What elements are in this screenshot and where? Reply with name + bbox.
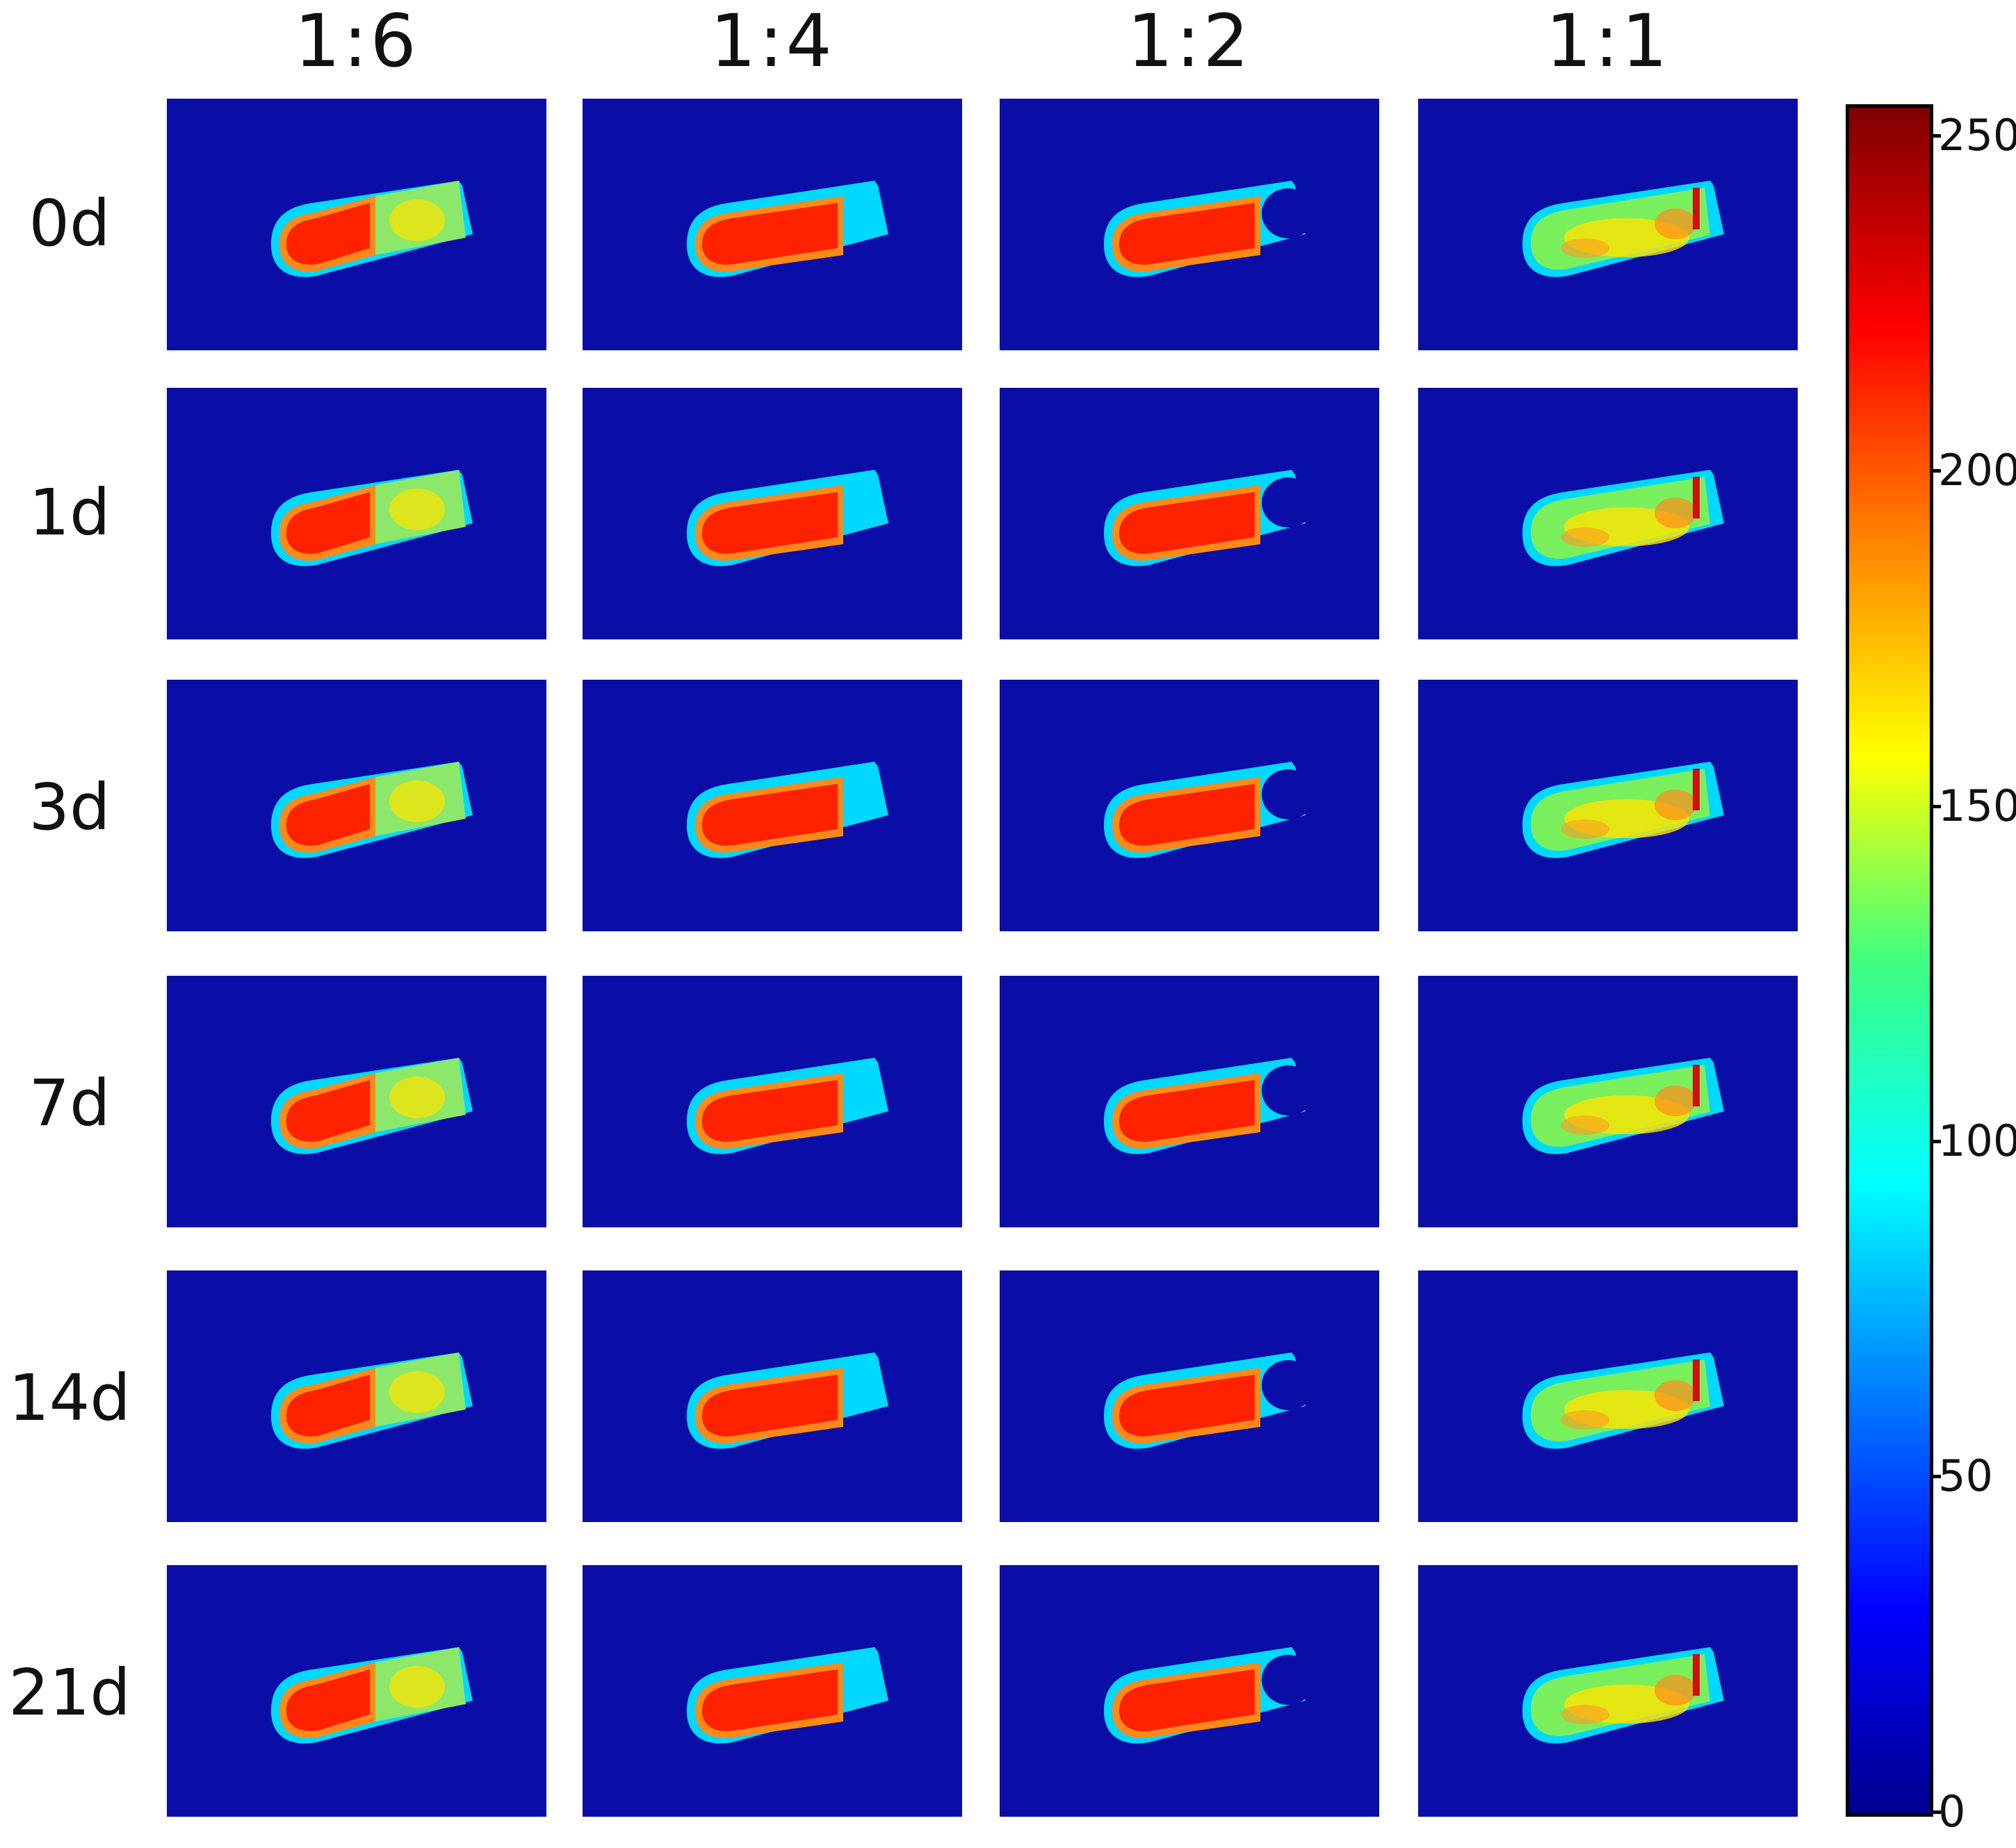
colorbar-tick	[1930, 134, 1941, 138]
image-panel	[167, 1565, 546, 1817]
image-panel	[1418, 1565, 1798, 1817]
capsule-heatmap-image	[167, 1565, 546, 1817]
column-label-1-6: 1:6	[294, 0, 419, 83]
capsule-heatmap-image	[1418, 1565, 1798, 1817]
image-panel	[1000, 680, 1379, 931]
colorbar-tick	[1930, 1810, 1941, 1814]
colorbar-label-0: 0	[1938, 1786, 1966, 1837]
image-panel	[1000, 1270, 1379, 1522]
capsule-heatmap-image	[1000, 976, 1379, 1227]
capsule-heatmap-image	[1000, 1565, 1379, 1817]
colorbar-tick	[1930, 1475, 1941, 1478]
capsule-heatmap-image	[1000, 1270, 1379, 1522]
colorbar-tick	[1930, 1140, 1941, 1143]
image-panel	[583, 680, 962, 931]
image-panel	[1418, 99, 1798, 350]
image-panel	[583, 976, 962, 1227]
capsule-heatmap-image	[1418, 976, 1798, 1227]
colorbar-tick	[1930, 805, 1941, 808]
image-panel	[1418, 976, 1798, 1227]
image-panel	[1000, 388, 1379, 639]
capsule-heatmap-image	[583, 976, 962, 1227]
image-panel	[167, 976, 546, 1227]
capsule-heatmap-image	[583, 1565, 962, 1817]
row-label-14d: 14d	[8, 1361, 131, 1435]
capsule-heatmap-image	[1000, 99, 1379, 350]
colorbar-label-50: 50	[1938, 1450, 1993, 1501]
image-panel	[1418, 388, 1798, 639]
capsule-heatmap-image	[1418, 1270, 1798, 1522]
image-panel	[1418, 680, 1798, 931]
capsule-heatmap-image	[583, 99, 962, 350]
capsule-heatmap-image	[583, 388, 962, 639]
image-panel	[167, 99, 546, 350]
colorbar	[1846, 104, 1933, 1817]
image-panel	[583, 1565, 962, 1817]
capsule-heatmap-image	[167, 680, 546, 931]
capsule-heatmap-image	[583, 1270, 962, 1522]
image-panel	[1000, 99, 1379, 350]
image-panel	[583, 1270, 962, 1522]
capsule-heatmap-image	[1418, 680, 1798, 931]
row-label-3d: 3d	[29, 770, 111, 844]
colorbar-label-200: 200	[1938, 445, 2016, 496]
capsule-heatmap-image	[1418, 388, 1798, 639]
row-label-21d: 21d	[8, 1655, 131, 1730]
image-panel	[167, 680, 546, 931]
capsule-heatmap-image	[1418, 99, 1798, 350]
image-panel	[167, 388, 546, 639]
capsule-heatmap-image	[1000, 680, 1379, 931]
row-label-1d: 1d	[29, 475, 111, 550]
column-label-1-1: 1:1	[1545, 0, 1670, 83]
capsule-heatmap-image	[167, 388, 546, 639]
row-label-0d: 0d	[29, 186, 111, 261]
image-panel	[1000, 1565, 1379, 1817]
row-label-7d: 7d	[29, 1066, 111, 1140]
capsule-heatmap-image	[167, 99, 546, 350]
image-panel	[1418, 1270, 1798, 1522]
capsule-heatmap-image	[167, 976, 546, 1227]
image-panel	[167, 1270, 546, 1522]
colorbar-label-100: 100	[1938, 1115, 2016, 1166]
colorbar-label-150: 150	[1938, 780, 2016, 831]
column-label-1-4: 1:4	[710, 0, 835, 83]
capsule-heatmap-image	[583, 680, 962, 931]
column-label-1-2: 1:2	[1127, 0, 1252, 83]
colorbar-label-250: 250	[1938, 110, 2016, 161]
image-panel	[1000, 976, 1379, 1227]
capsule-heatmap-image	[167, 1270, 546, 1522]
image-panel	[583, 388, 962, 639]
colorbar-tick	[1930, 469, 1941, 473]
capsule-heatmap-image	[1000, 388, 1379, 639]
image-panel	[583, 99, 962, 350]
